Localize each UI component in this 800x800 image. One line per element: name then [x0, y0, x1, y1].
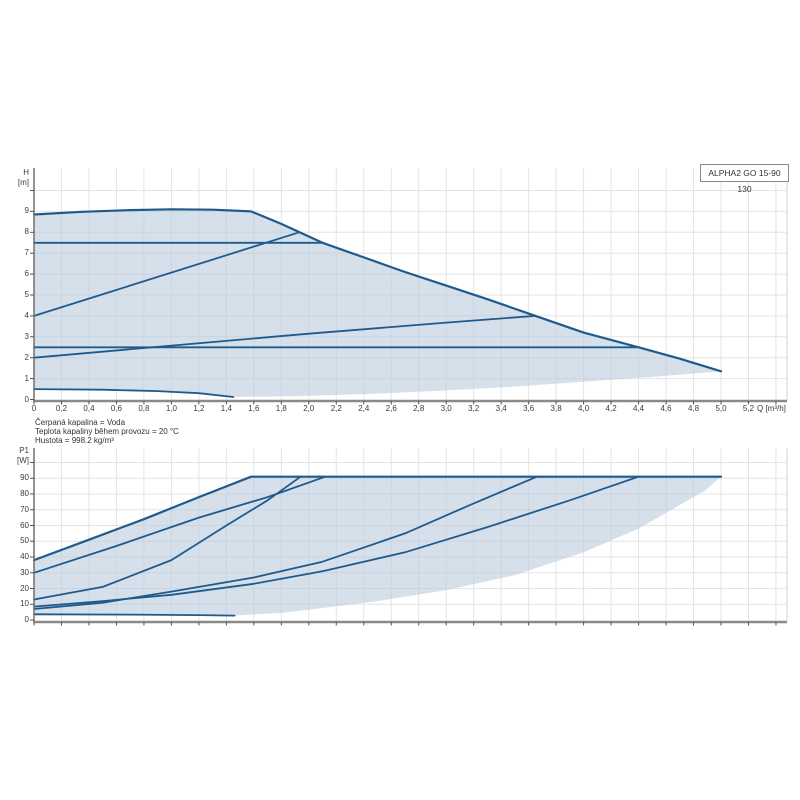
- prop-pressure-low-curve: [33, 315, 537, 359]
- flow-axis-unit: Q [m³/h]: [757, 404, 786, 413]
- x-axis-tick-label: 0,2: [55, 404, 68, 413]
- y-axis-tick-label: 10: [20, 599, 29, 609]
- power-axis-unit-line2: [W]: [17, 456, 29, 465]
- y-axis-tick-label: 30: [20, 567, 29, 577]
- min-speed-power-curve: [33, 613, 236, 617]
- info-line-temperature: Teplota kapaliny během provozu = 20 °C: [35, 427, 179, 436]
- x-axis-tick-label: 5,0: [715, 404, 727, 413]
- x-axis-tick-label: 1,4: [220, 404, 232, 413]
- x-axis-tick-label: 2,0: [303, 404, 315, 413]
- x-axis-tick-label: 3,2: [468, 404, 480, 413]
- max-speed-curve: [32, 208, 723, 373]
- x-axis-tick-label: 2,8: [413, 404, 425, 413]
- y-axis-tick-label: 6: [24, 269, 29, 279]
- const-pressure-2.5m-power-curve: [33, 475, 640, 608]
- x-axis-tick-label: 3,6: [523, 404, 535, 413]
- y-axis-tick-label: 4: [24, 310, 29, 320]
- y-axis-tick-label: 70: [20, 504, 29, 514]
- x-axis-tick-label: 4,2: [605, 404, 617, 413]
- const-pressure-7.5m-power-curve: [33, 475, 327, 574]
- x-axis-tick-label: 3,0: [440, 404, 452, 413]
- x-axis-tick-label: 4,0: [578, 404, 590, 413]
- x-axis-tick-label: 0: [31, 404, 37, 413]
- x-axis-tick-label: 1,2: [193, 404, 205, 413]
- x-axis-tick-label: 0,6: [110, 404, 122, 413]
- y-axis-tick-label: 0: [24, 394, 29, 404]
- y-axis-tick-label: 50: [20, 536, 29, 546]
- y-axis-tick-label: 3: [24, 331, 29, 341]
- y-axis-tick-label: 20: [20, 583, 29, 593]
- y-axis-tick-label: 9: [24, 206, 29, 216]
- x-axis-tick-label: 4,8: [687, 404, 700, 413]
- x-axis-tick-label: 4,6: [660, 404, 672, 413]
- y-axis-tick-label: 8: [24, 227, 29, 237]
- x-axis-tick-label: 2,2: [330, 404, 342, 413]
- x-axis-tick-label: 3,8: [550, 404, 562, 413]
- info-line-pumped-liquid: Čerpaná kapalina = Voda: [35, 418, 126, 427]
- x-axis-tick-label: 2,6: [385, 404, 397, 413]
- y-axis-tick-label: 1: [24, 373, 29, 383]
- x-axis-tick-label: 1,0: [165, 404, 177, 413]
- head-axis-unit-line2: [m]: [17, 178, 29, 187]
- y-axis-tick-label: 2: [24, 352, 29, 362]
- y-axis-tick-label: 7: [24, 248, 29, 258]
- y-axis-tick-label: 5: [24, 290, 29, 299]
- y-axis-tick-label: 60: [20, 520, 29, 530]
- pump-type-label-box: ALPHA2 GO 15-90 130: [700, 164, 789, 194]
- prop-pressure-high-power-curve: [33, 475, 302, 601]
- x-axis-tick-label: 3,4: [495, 404, 507, 413]
- x-axis-tick-label: 1,6: [248, 404, 260, 413]
- x-axis-tick-label: 5,2: [742, 404, 755, 413]
- min-speed-curve: [33, 388, 235, 398]
- x-axis-tick-label: 2,4: [358, 404, 370, 413]
- x-axis-tick-label: 0,8: [138, 404, 150, 413]
- y-axis-tick-label: 40: [20, 552, 29, 561]
- x-axis-tick-label: 4,4: [632, 404, 645, 413]
- x-axis-tick-label: 1,8: [275, 404, 287, 413]
- head-axis-unit-line1: H: [23, 168, 29, 177]
- pump-type-label: ALPHA2 GO 15-90 130: [708, 168, 781, 194]
- y-axis-tick-label: 0: [24, 615, 29, 624]
- y-axis-tick-label: 90: [20, 473, 29, 483]
- info-line-density: Hustota = 998.2 kg/m³: [35, 436, 114, 445]
- power-axis-unit-line1: P1: [19, 446, 29, 455]
- prop-pressure-high-curve: [33, 231, 301, 317]
- max-speed-power-curve: [32, 475, 723, 562]
- y-axis-tick-label: 80: [20, 489, 29, 498]
- x-axis-tick-label: 0,4: [83, 404, 95, 413]
